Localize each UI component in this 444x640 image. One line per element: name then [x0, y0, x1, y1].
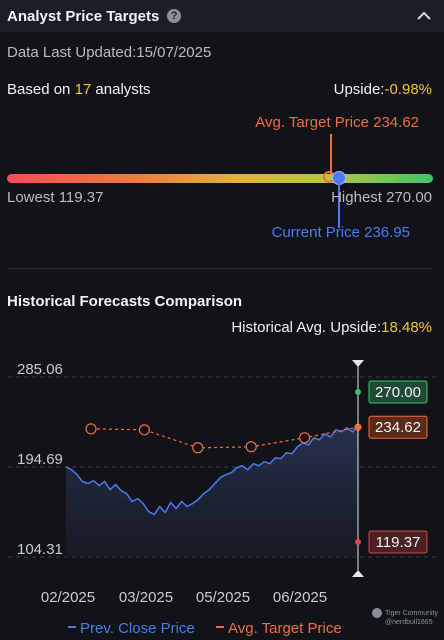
price-tag-label: 270.00 [375, 384, 421, 401]
price-tag-dot [355, 424, 361, 431]
avg-target-point [85, 423, 97, 435]
avg-target-price-label: Avg. Target Price 234.62 [255, 114, 419, 131]
current-price-dot [332, 171, 346, 185]
price-tag-label: 119.37 [376, 534, 421, 551]
close-price-area [66, 424, 358, 557]
section-divider [7, 268, 433, 269]
question-circle-icon[interactable]: ? [167, 9, 182, 23]
legend-label[interactable]: Prev. Close Price [80, 620, 195, 637]
lowest-price-label: Lowest 119.37 [7, 189, 104, 206]
historical-upside-value: 18.48% [381, 319, 432, 336]
price-tag [368, 380, 428, 404]
watermark: Tiger Community @nerdbull1665 [372, 608, 438, 627]
y-tick-label: 285.06 [17, 361, 63, 378]
price-tag [368, 530, 428, 554]
upside-text: Upside:-0.98% [333, 81, 432, 98]
current-price-marker [338, 184, 340, 228]
y-tick-label: 104.31 [17, 541, 63, 558]
analyst-count: 17 [74, 81, 92, 98]
historical-title: Historical Forecasts Comparison [7, 293, 243, 310]
section-title: Analyst Price Targets [7, 7, 160, 25]
price-tag-label: 234.62 [375, 419, 421, 436]
price-tag [368, 415, 428, 439]
cursor-top-handle[interactable] [352, 360, 364, 367]
avg-target-point [245, 441, 257, 453]
upside-value: -0.98% [384, 81, 432, 98]
x-tick-label: 03/2025 [119, 589, 173, 606]
x-tick-label: 06/2025 [273, 589, 327, 606]
avg-target-point [299, 432, 311, 444]
price-tag-dot [355, 388, 361, 395]
x-tick-label: 02/2025 [41, 589, 95, 606]
x-tick-label: 05/2025 [196, 589, 250, 606]
avg-target-price-line [90, 426, 359, 449]
analyst-count-text: Based on 17 analysts [7, 81, 151, 98]
price-tag-dot [355, 539, 361, 546]
chevron-up-icon[interactable] [416, 8, 432, 24]
cursor-bottom-handle[interactable] [352, 570, 364, 577]
last-updated-text: Data Last Updated:15/07/2025 [7, 44, 212, 61]
legend-label[interactable]: Avg. Target Price [228, 620, 342, 637]
avg-target-point [138, 424, 150, 436]
highest-price-label: Highest 270.00 [331, 189, 432, 206]
current-price-label: Current Price 236.95 [271, 224, 410, 241]
avg-target-point [192, 442, 204, 454]
historical-upside-text: Historical Avg. Upside:18.48% [231, 319, 432, 336]
y-tick-label: 194.69 [17, 451, 63, 468]
price-range-bar [7, 174, 433, 183]
avg-target-marker [330, 134, 332, 176]
section-header[interactable]: Analyst Price Targets ? [0, 0, 444, 32]
prev-close-price-line [65, 424, 359, 516]
historical-forecast-chart[interactable]: 285.06 194.69 104.31 270.00 234.62 119.37 02… [0, 350, 444, 640]
tiger-logo-icon [372, 608, 382, 618]
